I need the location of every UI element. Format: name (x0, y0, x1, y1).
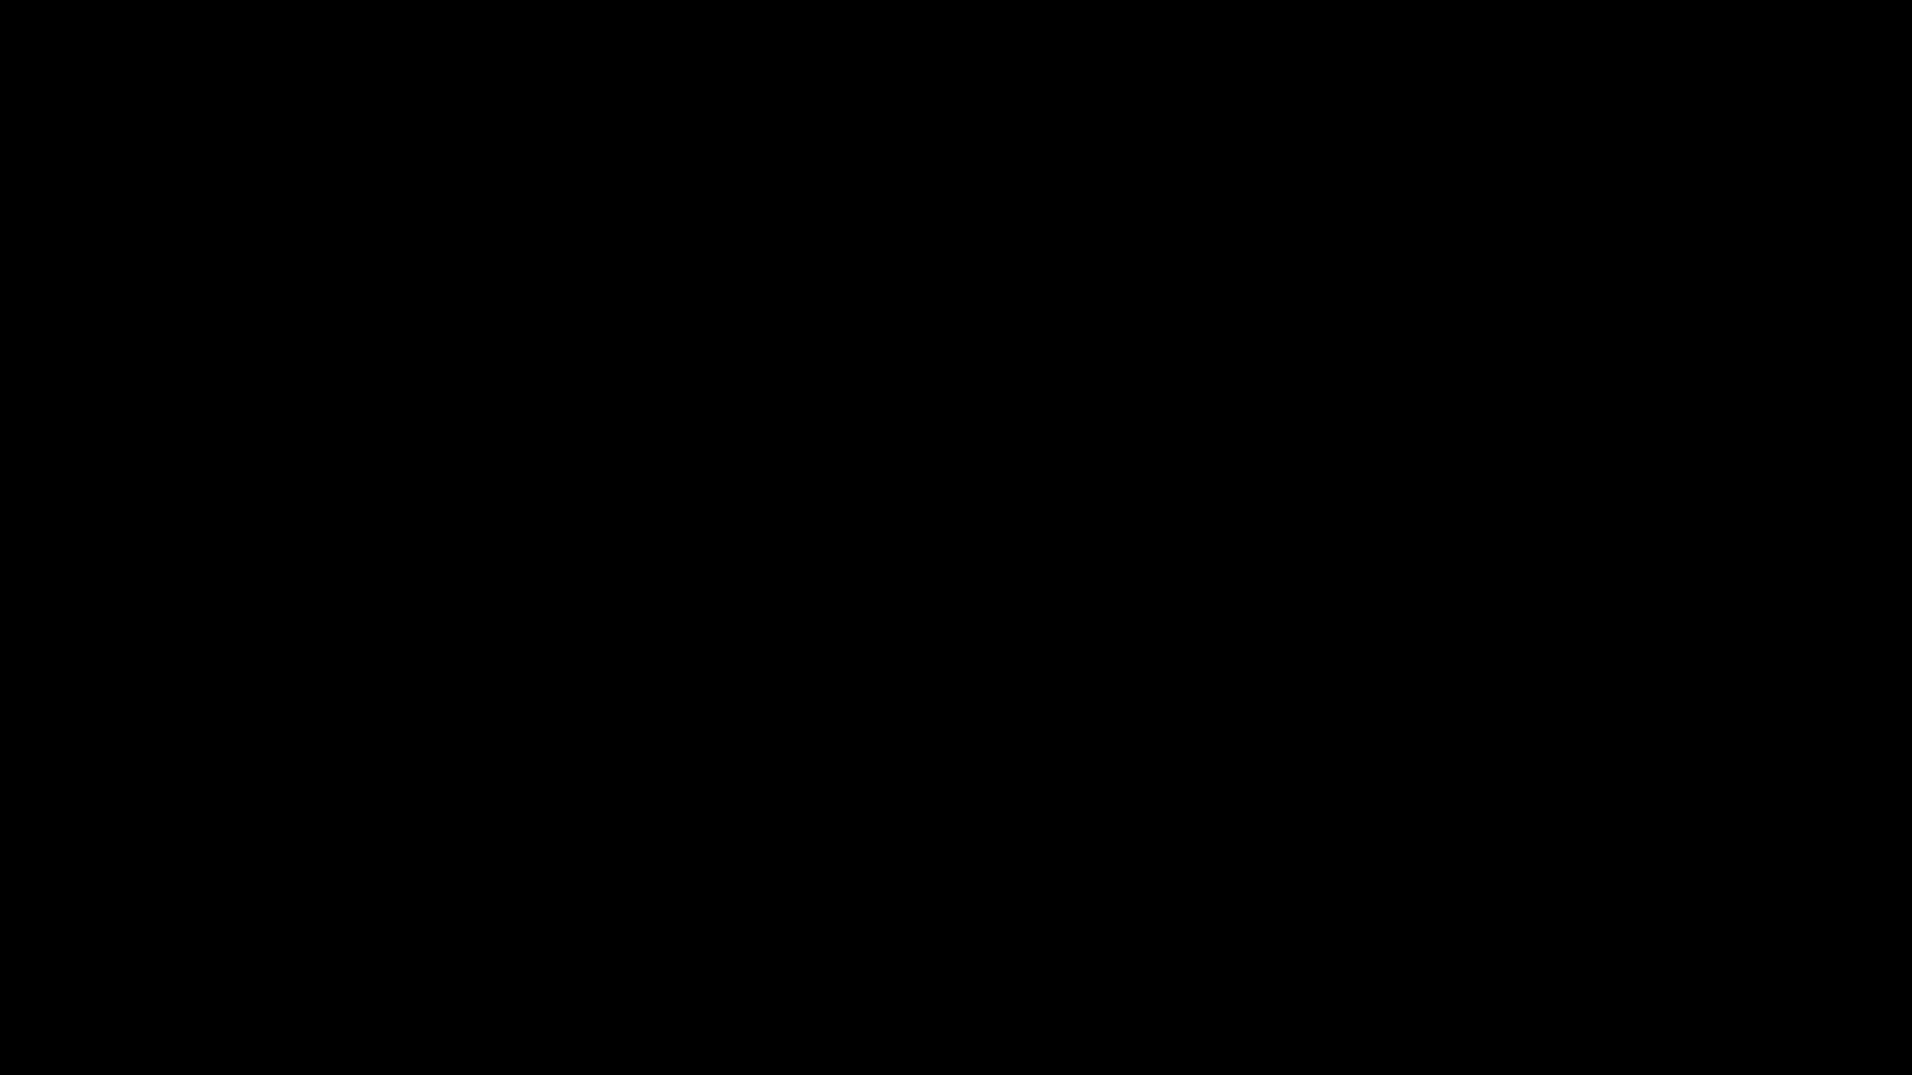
desktop (0, 0, 1912, 1075)
